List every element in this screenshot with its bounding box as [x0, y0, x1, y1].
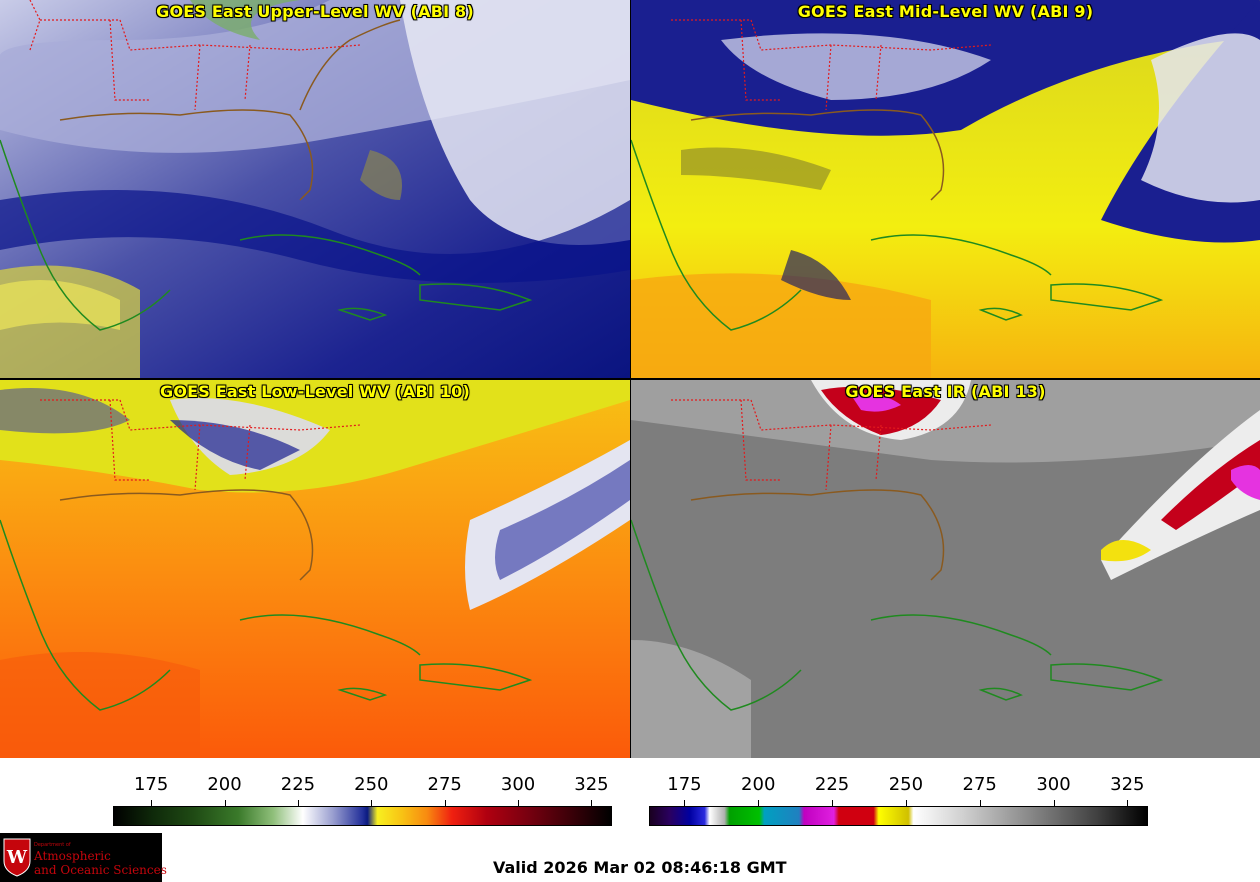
ir-tick-mark: [758, 800, 760, 806]
wv-tick-mark: [518, 800, 520, 806]
panel-title: GOES East IR (ABI 13): [845, 382, 1046, 401]
wv-tick-mark: [151, 800, 153, 806]
ir-tick-mark: [905, 800, 907, 806]
aos-logo: W Department of Atmospheric and Oceanic …: [0, 833, 167, 882]
ir-tick-mark: [832, 800, 834, 806]
logo-line-2: and Oceanic Sciences: [34, 863, 167, 877]
ir-tick-mark: [684, 800, 686, 806]
wv-tick-label: 275: [427, 774, 462, 795]
ir-tick-label: 225: [814, 774, 850, 795]
mid-level-wv-image: [631, 0, 1260, 378]
ir-tick-mark: [1127, 800, 1129, 806]
ir-colorbar-gradient: [649, 806, 1148, 826]
wv-colorbar-gradient: [113, 806, 612, 826]
logo-line-1: Atmospheric: [34, 849, 111, 863]
wv-tick-label: 325: [574, 774, 609, 795]
panel-title: GOES East Low-Level WV (ABI 10): [159, 382, 470, 401]
wv-colorbar: 175 200 225 250 275 300 325: [113, 770, 612, 830]
ir-tick-mark: [979, 800, 981, 806]
ir-tick-label: 250: [888, 774, 924, 795]
ir-tick-label: 275: [962, 774, 997, 795]
wv-tick-label: 250: [354, 774, 389, 795]
panel-title: GOES East Mid-Level WV (ABI 9): [797, 2, 1094, 21]
panel-low-level-wv: GOES East Low-Level WV (ABI 10): [0, 380, 630, 758]
horizontal-divider: [0, 378, 1260, 380]
wv-tick-label: 200: [207, 774, 242, 795]
wv-tick-mark: [591, 800, 593, 806]
svg-text:W: W: [6, 847, 28, 868]
wv-tick-label: 225: [280, 774, 316, 795]
ir-image: [631, 380, 1260, 758]
valid-time: Valid 2026 Mar 02 08:46:18 GMT: [493, 858, 787, 877]
upper-level-wv-image: [0, 0, 630, 378]
panel-ir: GOES East IR (ABI 13): [631, 380, 1260, 758]
logo-dept: Department of: [34, 842, 71, 848]
low-level-wv-image: [0, 380, 630, 758]
ir-tick-label: 175: [667, 774, 702, 795]
ir-colorbar-ticks: 175 200 225 250 275 300 325: [649, 770, 1148, 806]
ir-colorbar: 175 200 225 250 275 300 325: [649, 770, 1148, 830]
wv-tick-label: 175: [133, 774, 169, 795]
wv-tick-mark: [444, 800, 446, 806]
ir-tick-mark: [1053, 800, 1055, 806]
wv-tick-label: 300: [500, 774, 536, 795]
wv-tick-mark: [224, 800, 226, 806]
ir-tick-label: 300: [1036, 774, 1071, 795]
wv-colorbar-ticks: 175 200 225 250 275 300 325: [113, 770, 612, 806]
ir-tick-label: 200: [741, 774, 776, 795]
uw-crest-icon: W: [3, 838, 31, 877]
wv-tick-mark: [297, 800, 299, 806]
panel-upper-level-wv: GOES East Upper-Level WV (ABI 8): [0, 0, 630, 378]
ir-tick-label: 325: [1110, 774, 1145, 795]
panel-mid-level-wv: GOES East Mid-Level WV (ABI 9): [631, 0, 1260, 378]
panel-title: GOES East Upper-Level WV (ABI 8): [156, 2, 474, 21]
wv-tick-mark: [371, 800, 373, 806]
